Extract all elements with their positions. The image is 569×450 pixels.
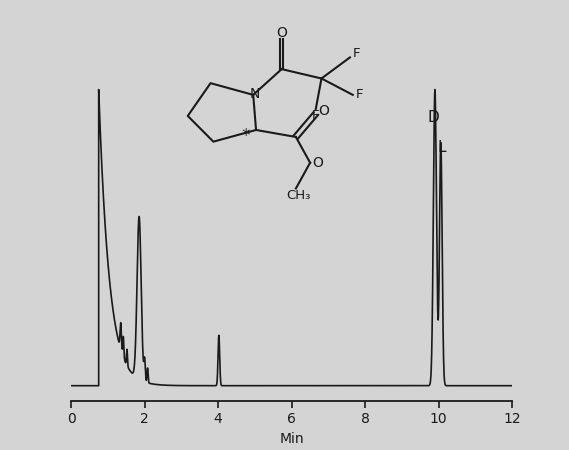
Text: F: F — [312, 109, 320, 122]
X-axis label: Min: Min — [279, 432, 304, 446]
Text: N: N — [249, 87, 260, 101]
Text: CH₃: CH₃ — [287, 189, 311, 202]
Text: O: O — [318, 104, 329, 118]
Text: O: O — [276, 26, 287, 40]
Text: L: L — [438, 140, 446, 155]
Text: D: D — [428, 110, 440, 125]
Text: *: * — [242, 127, 250, 145]
Text: F: F — [355, 88, 363, 101]
Text: F: F — [352, 47, 360, 60]
Text: O: O — [312, 156, 324, 170]
